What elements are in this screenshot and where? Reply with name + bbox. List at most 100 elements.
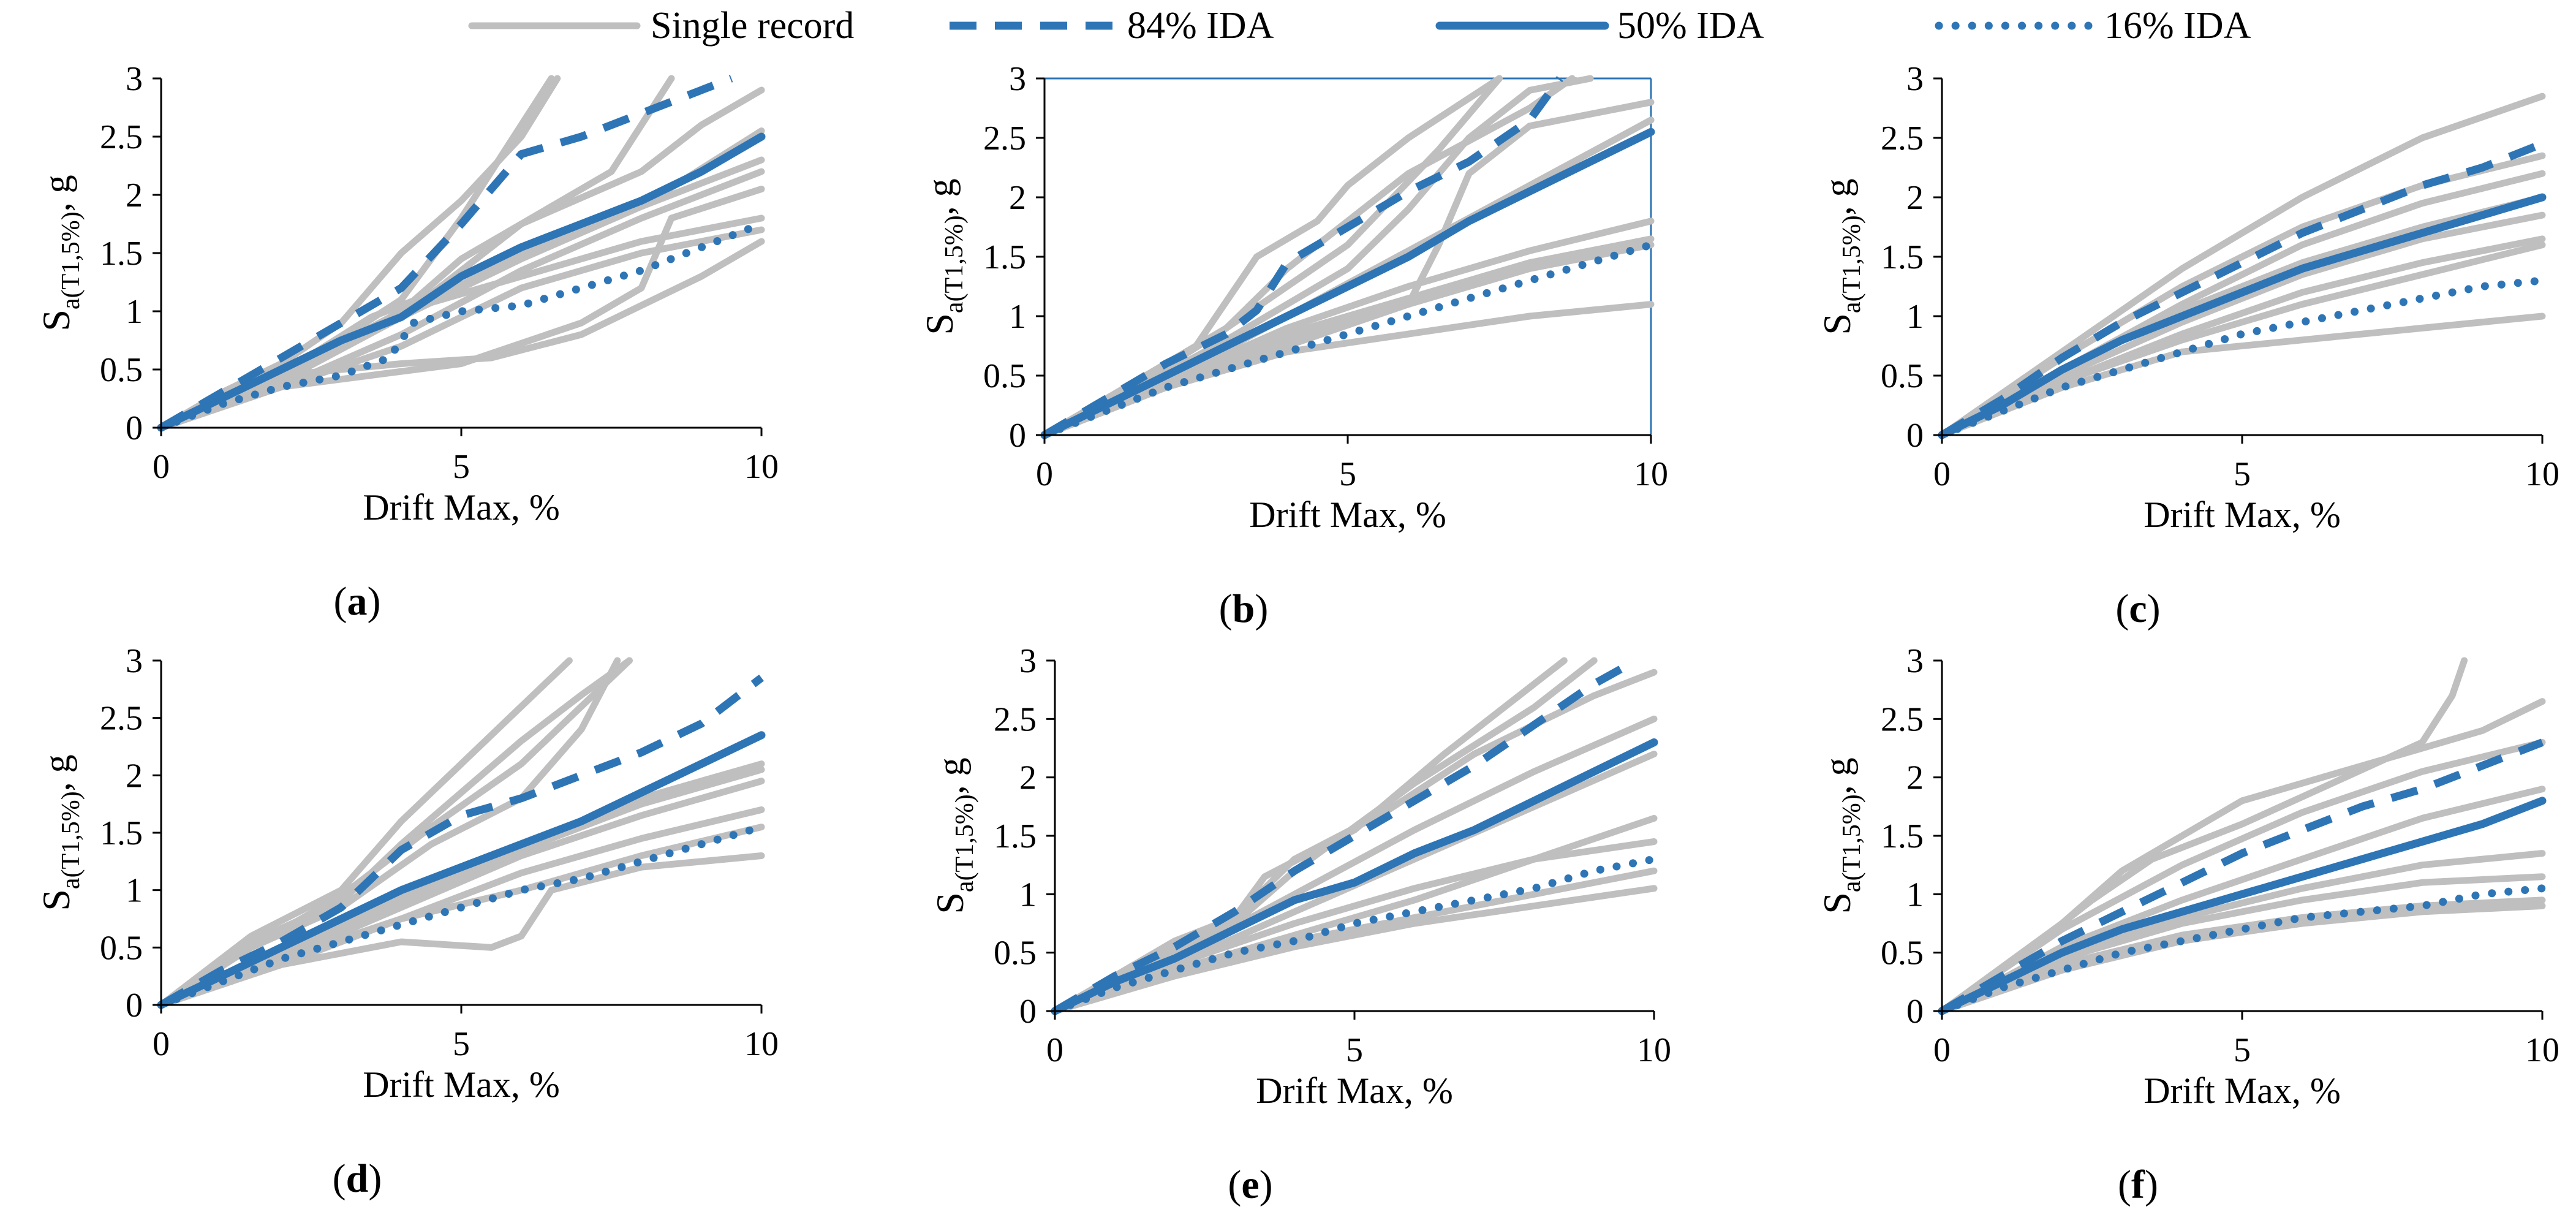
y-axis-title-unit: , g (1818, 178, 1858, 215)
panel-label-open: ( (2118, 1162, 2131, 1207)
y-tick-label: 2 (1906, 179, 1924, 217)
series-p84-ida (1940, 738, 2544, 1015)
y-axis-title: Sa(T1,5%), g (928, 757, 979, 914)
y-tick-label: 1 (1019, 876, 1037, 914)
series-single-record (1051, 838, 1658, 1015)
y-tick-label: 2 (1906, 759, 1924, 797)
y-tick-label: 0.5 (983, 357, 1026, 395)
x-axis-title: Drift Max, % (363, 1064, 560, 1105)
y-tick-label: 0.5 (100, 929, 143, 967)
y-axis-title-main: S (1815, 892, 1859, 914)
series-single-record (157, 657, 633, 1009)
series-p16-ida (1040, 241, 1655, 439)
x-tick-label: 10 (744, 448, 779, 486)
panel-label: (a) (334, 579, 381, 624)
series-single-record (157, 766, 765, 1009)
series-single-record (157, 657, 573, 1009)
series-single-record (157, 226, 765, 431)
y-axis-title-subscript: a(T1,5%) (951, 794, 979, 892)
legend-label-50-ida: 50% IDA (1617, 5, 1764, 47)
y-tick-label: 0 (1009, 417, 1026, 455)
x-tick-label: 10 (744, 1025, 779, 1063)
series-p50-ida (1040, 127, 1655, 439)
panel-label-close: ) (1255, 586, 1268, 631)
y-tick-label: 3 (126, 642, 143, 680)
y-tick-label: 2.5 (994, 700, 1037, 738)
y-tick-label: 1 (126, 872, 143, 910)
x-tick-label: 5 (453, 1025, 470, 1063)
y-tick-label: 2 (1019, 759, 1037, 797)
y-axis-title-unit: , g (931, 757, 971, 794)
y-axis-title-main: S (1815, 313, 1859, 335)
y-axis-title: Sa(T1,5%), g (34, 175, 85, 331)
series-p50-ida (1938, 193, 2547, 439)
y-tick-label: 1.5 (994, 817, 1037, 855)
y-tick-label: 1 (1009, 298, 1026, 336)
series-single-record (1051, 885, 1658, 1015)
y-tick-label: 0.5 (100, 351, 143, 389)
series-single-record (1051, 657, 1568, 1015)
y-tick-label: 2 (126, 757, 143, 795)
y-tick-label: 3 (126, 60, 143, 98)
y-axis-title-main: S (34, 309, 78, 332)
series-single-record (1938, 873, 2546, 1015)
y-tick-label: 2.5 (1881, 700, 1924, 738)
x-tick-label: 5 (453, 448, 470, 486)
panel-label: (f) (2118, 1162, 2158, 1207)
series-single-record (1041, 301, 1655, 439)
y-axis-title: Sa(T1,5%), g (1815, 757, 1866, 914)
series-p84-ida (159, 674, 764, 1009)
legend-label-single-record: Single record (651, 5, 854, 47)
y-axis-title-subscript: a(T1,5%) (1838, 794, 1866, 892)
x-tick-label: 0 (1933, 455, 1951, 493)
y-axis-title-unit: , g (37, 175, 77, 211)
panel-label-close: ) (2145, 1162, 2158, 1207)
y-tick-label: 2.5 (100, 118, 143, 156)
x-tick-label: 0 (1046, 1031, 1063, 1069)
panel-label-close: ) (2147, 586, 2161, 631)
series-single-record (1938, 93, 2546, 439)
series-single-record (1041, 75, 1576, 439)
y-tick-label: 2 (126, 176, 143, 214)
panel-label: (b) (1219, 586, 1269, 631)
series-p84-ida (159, 74, 733, 431)
chart-panel-e: 0 0.5 1 1.5 2 2.5 3 0 5 10 Drift Max, % Sa(T1,5%), … (928, 642, 1671, 1207)
x-tick-label: 0 (1036, 455, 1053, 493)
y-tick-label: 0 (1906, 417, 1924, 455)
y-tick-label: 0.5 (994, 934, 1037, 972)
x-tick-label: 0 (153, 1025, 170, 1063)
panel-label-letter: f (2131, 1162, 2145, 1207)
chart-panel-c: 0 0.5 1 1.5 2 2.5 3 0 5 10 Drift Max, % Sa(T1,5%), … (1815, 60, 2559, 631)
y-axis-title-subscript: a(T1,5%) (1838, 215, 1866, 313)
y-axis-title-main: S (34, 889, 78, 911)
series-p84-ida (1940, 140, 2544, 439)
chart-panel-f: 0 0.5 1 1.5 2 2.5 3 0 5 10 Drift Max, % Sa(T1,5%), … (1815, 642, 2559, 1207)
legend-entry-single-record: Single record (468, 5, 854, 47)
x-tick-label: 0 (153, 448, 170, 486)
series-single-record (1938, 313, 2546, 439)
series-p50-ida (157, 132, 766, 432)
y-tick-label: 2 (1009, 179, 1026, 217)
x-tick-label: 5 (2234, 1031, 2251, 1069)
chart-panel-b: 0 0.5 1 1.5 2 2.5 3 0 5 10 Drift Max, % Sa(T1,5%), … (918, 60, 1668, 631)
series-single-record (1938, 698, 2546, 1015)
y-tick-label: 3 (1009, 60, 1026, 98)
y-tick-label: 0.5 (1881, 934, 1924, 972)
series-single-record (1041, 99, 1655, 439)
panel-label-close: ) (368, 579, 381, 624)
y-tick-label: 1.5 (100, 235, 143, 273)
y-axis-title: Sa(T1,5%), g (34, 754, 85, 911)
series-p16-ida (157, 220, 766, 432)
y-tick-label: 0 (126, 987, 143, 1025)
y-axis-title: Sa(T1,5%), g (918, 178, 969, 335)
panel-label-open: ( (333, 1156, 346, 1201)
panel-label-letter: a (347, 579, 368, 624)
series-p84-ida (1052, 657, 1638, 1015)
y-tick-label: 1 (1906, 298, 1924, 336)
y-tick-label: 1.5 (983, 238, 1026, 276)
y-tick-label: 0 (126, 409, 143, 447)
y-tick-label: 0.5 (1881, 357, 1924, 395)
y-axis-title-unit: , g (37, 754, 77, 791)
x-axis-title: Drift Max, % (1249, 494, 1446, 535)
